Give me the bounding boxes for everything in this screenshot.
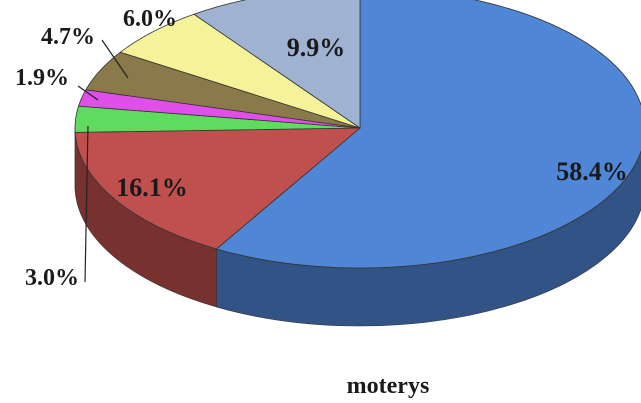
slice-label-1: 16.1% xyxy=(116,173,188,202)
label-leader-lines xyxy=(77,39,129,283)
slice-label-6: 9.9% xyxy=(287,33,346,62)
slice-label-5: 6.0% xyxy=(123,6,177,32)
pie-slice-6 xyxy=(193,0,361,129)
slice-label-0: 58.4% xyxy=(556,157,628,186)
leader-line-3 xyxy=(77,85,99,101)
slice-label-4: 4.7% xyxy=(41,24,95,50)
slice-labels: 58.4% 16.1% 3.0% 1.9% 4.7% 6.0% 9.9% xyxy=(15,6,628,291)
leader-line-2 xyxy=(84,125,89,283)
pie-top-slices xyxy=(74,0,641,269)
slice-label-3: 1.9% xyxy=(15,65,69,91)
chart-title: moterys xyxy=(347,373,430,399)
slice-label-2: 3.0% xyxy=(25,265,79,291)
leader-line-4 xyxy=(101,39,129,79)
pie-slice-0 xyxy=(215,0,641,269)
pie-slice-1 xyxy=(74,127,362,250)
